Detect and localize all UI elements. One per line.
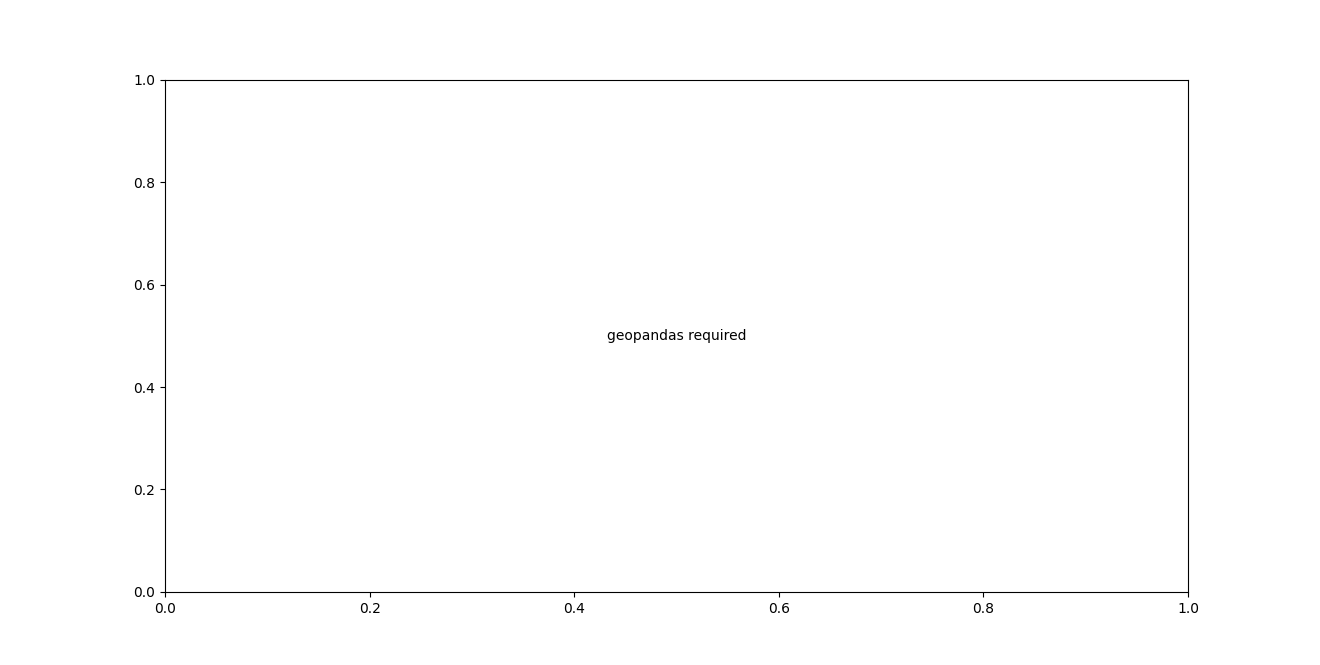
- Text: geopandas required: geopandas required: [607, 329, 746, 343]
